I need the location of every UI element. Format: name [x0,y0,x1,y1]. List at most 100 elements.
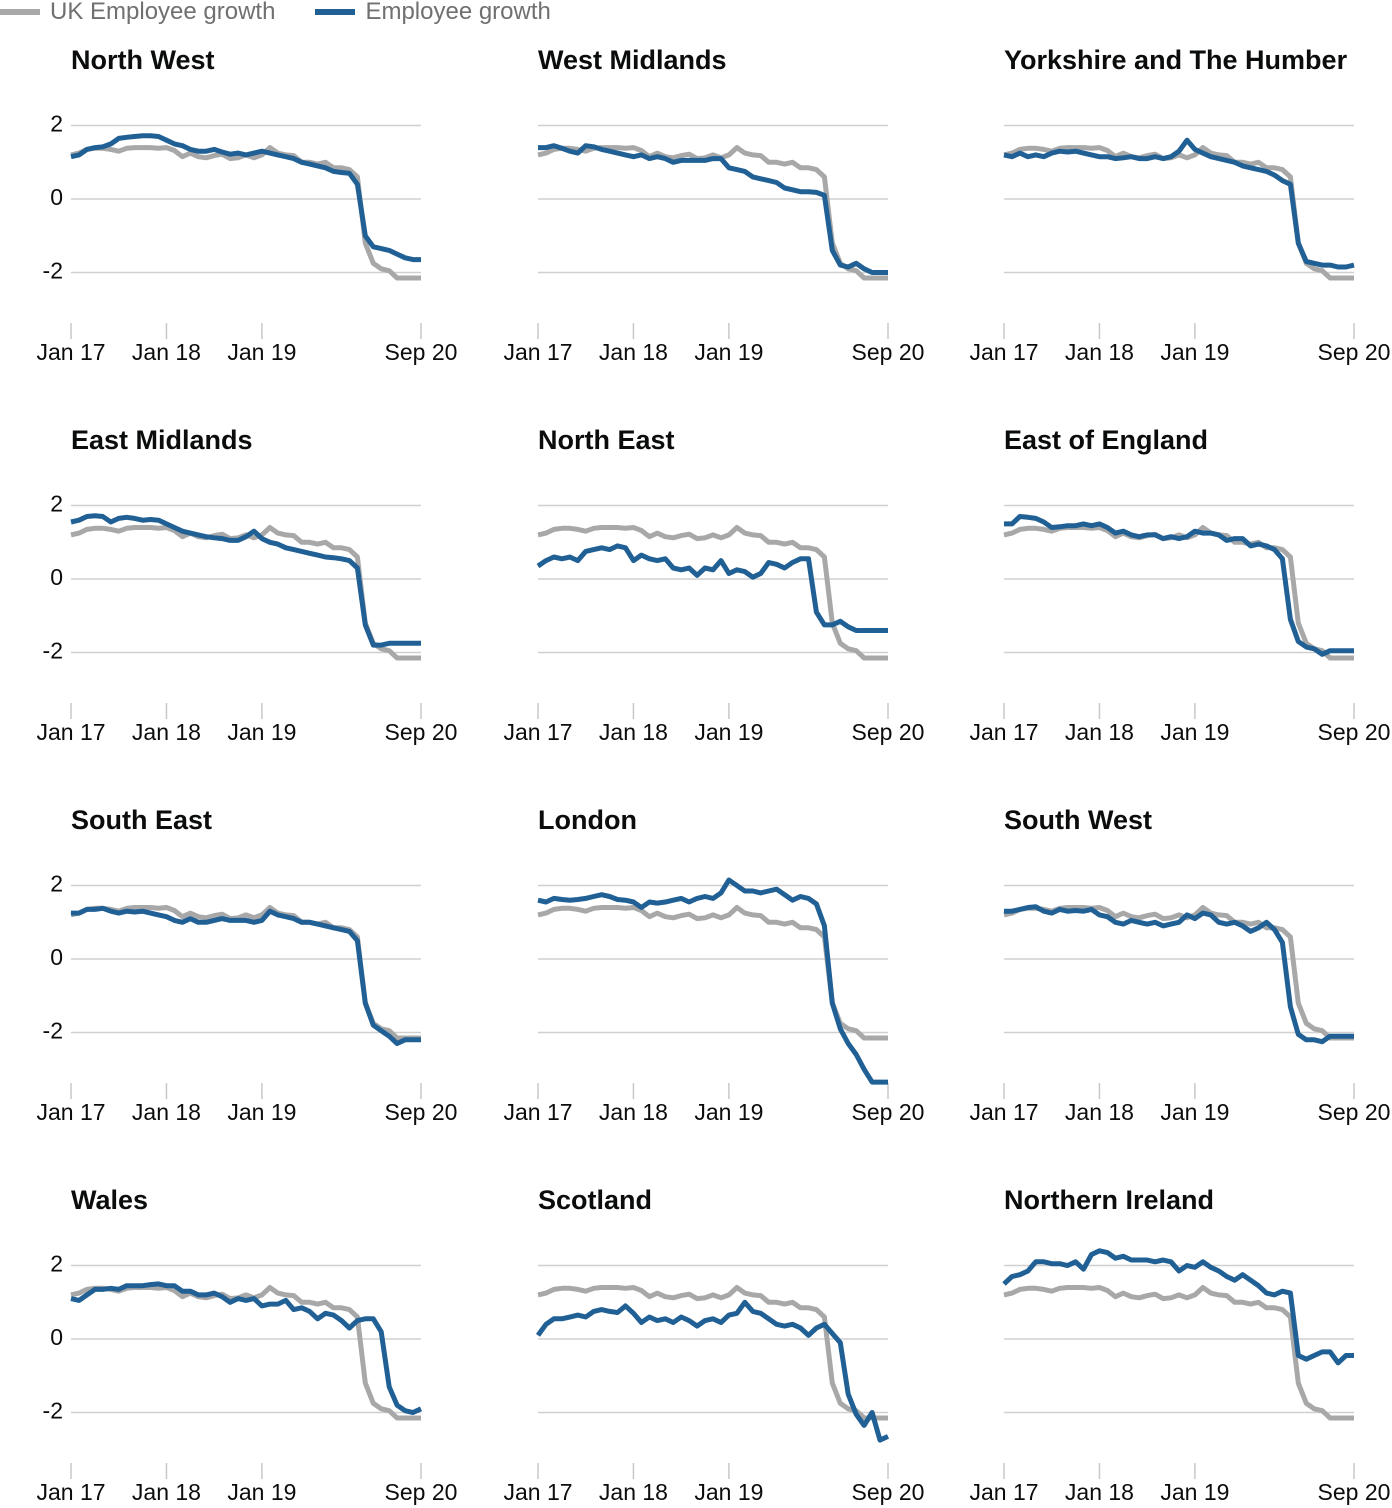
panel-title: East Midlands [71,425,253,455]
uk-series-line [1003,525,1354,661]
x-tick-label: Jan 19 [227,339,296,365]
x-tick-label: Jan 18 [599,339,668,365]
region-series-line [70,133,421,263]
x-tick-label: Jan 18 [132,339,201,365]
uk-series-line [537,525,888,661]
region-series-line [538,143,888,275]
y-tick-label: 0 [50,1324,63,1350]
panel-south-east: South East 2 0 -2 Jan 17 Jan 18 Jan 19 Sep 20 [36,805,457,1125]
x-tick-label: Jan 18 [132,719,201,745]
region-series-line [1004,514,1354,657]
x-tick-label: Sep 20 [385,1479,458,1505]
legend-item-region: Employee growth [315,0,551,25]
x-tick-label: Jan 18 [132,1479,201,1505]
x-tick-label: Jan 19 [1160,719,1229,745]
y-tick-label: 2 [50,111,63,137]
x-tick-label: Jan 17 [503,339,572,365]
x-tick-label: Jan 19 [1160,1479,1229,1505]
x-tick-label: Sep 20 [1318,719,1391,745]
region-series-line [1003,137,1355,270]
y-tick-label: -2 [43,1018,63,1044]
panel-wales: Wales 2 0 -2 Jan 17 Jan 18 Jan 19 Sep 20 [36,1185,457,1505]
x-tick-label: Jan 18 [599,1099,668,1125]
panel-east-midlands: East Midlands 2 0 -2 Jan 17 Jan 18 Jan 19 Sep 2… [36,425,457,745]
region-series-line [537,877,888,1085]
panel-title: North West [71,45,215,75]
panel-title: Wales [71,1185,148,1215]
x-tick-label: Jan 18 [1065,1099,1134,1125]
panel-title: South West [1004,805,1152,835]
x-tick-label: Sep 20 [852,719,925,745]
x-tick-label: Jan 18 [599,1479,668,1505]
x-tick-label: Jan 17 [503,1479,572,1505]
region-series-line [1004,904,1354,1045]
panel-title: West Midlands [538,45,727,75]
legend-label-uk: UK Employee growth [50,0,276,25]
x-tick-label: Jan 17 [969,1479,1038,1505]
region-series-line [70,1281,423,1415]
x-tick-label: Sep 20 [385,1099,458,1125]
legend: UK Employee growth Employee growth [0,0,551,24]
x-tick-label: Jan 17 [36,719,105,745]
legend-swatch-uk [0,9,40,15]
panel-north-east: North East Jan 17 Jan 18 Jan 19 Sep 20 [503,425,924,745]
x-tick-label: Sep 20 [385,339,458,365]
x-tick-label: Jan 18 [1065,1479,1134,1505]
x-tick-label: Jan 19 [227,719,296,745]
x-tick-label: Jan 19 [694,339,763,365]
panel-title: South East [71,805,212,835]
x-tick-label: Jan 17 [969,1099,1038,1125]
y-tick-label: 0 [50,564,63,590]
region-series-line [70,513,421,648]
panel-south-west: South West Jan 17 Jan 18 Jan 19 Sep 20 [969,805,1390,1125]
region-series-line [71,905,421,1046]
x-tick-label: Sep 20 [852,339,925,365]
x-tick-label: Sep 20 [1318,1479,1391,1505]
uk-series-line [1003,1285,1354,1421]
x-tick-label: Jan 19 [1160,1099,1229,1125]
legend-item-uk: UK Employee growth [0,0,275,24]
y-tick-label: -2 [43,1398,63,1424]
y-tick-label: 2 [50,491,63,517]
x-tick-label: Jan 17 [969,719,1038,745]
x-tick-label: Jan 19 [1160,339,1229,365]
x-tick-label: Jan 17 [36,339,105,365]
panel-title: Northern Ireland [1004,1185,1214,1215]
x-tick-label: Jan 19 [227,1479,296,1505]
y-tick-label: 0 [50,184,63,210]
x-tick-label: Jan 19 [227,1099,296,1125]
x-tick-label: Jan 18 [1065,339,1134,365]
panel-west-midlands: West Midlands Jan 17 Jan 18 Jan 19 Sep 20 [503,45,924,365]
x-tick-label: Jan 19 [694,719,763,745]
panel-title: London [538,805,637,835]
x-tick-label: Jan 17 [969,339,1038,365]
panel-east-of-england: East of England Jan 17 Jan 18 Jan 19 Sep 20 [969,425,1390,745]
x-tick-label: Jan 19 [694,1479,763,1505]
panel-north-west: North West 2 0 -2 Jan 17 Jan 18 Jan 19 Sep 20 [36,45,457,365]
panel-title: Scotland [538,1185,652,1215]
uk-series-line [1003,145,1354,281]
panel-london: London Jan 17 Jan 18 Jan 19 Sep 20 [503,805,924,1125]
x-tick-label: Sep 20 [1318,1099,1391,1125]
region-series-line [1002,1248,1354,1366]
panel-title: Yorkshire and The Humber [1004,45,1348,75]
uk-series-line [70,145,421,281]
x-tick-label: Jan 17 [36,1479,105,1505]
panel-title: East of England [1004,425,1208,455]
y-tick-label: 0 [50,944,63,970]
x-tick-label: Jan 17 [503,1099,572,1125]
uk-series-line [537,1285,888,1421]
region-series-line [535,1299,890,1443]
x-tick-label: Jan 18 [1065,719,1134,745]
legend-label-region: Employee growth [365,0,551,25]
panel-yorkshire-and-the-humber: Yorkshire and The Humber Jan 17 Jan 18 Jan … [969,45,1390,365]
x-tick-label: Sep 20 [852,1099,925,1125]
x-tick-label: Jan 17 [36,1099,105,1125]
panel-scotland: Scotland Jan 17 Jan 18 Jan 19 Sep 20 [503,1185,924,1505]
x-tick-label: Sep 20 [1318,339,1391,365]
y-tick-label: 2 [50,1251,63,1277]
panel-title: North East [538,425,675,455]
x-tick-label: Sep 20 [852,1479,925,1505]
x-tick-label: Jan 19 [694,1099,763,1125]
